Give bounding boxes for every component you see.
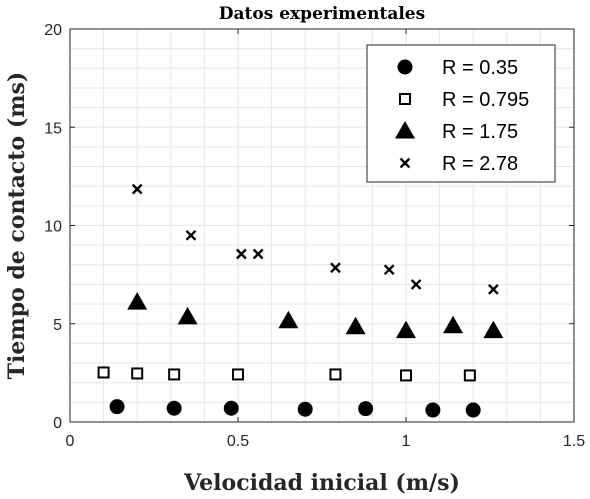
series-circle — [109, 399, 481, 418]
data-point-triangle — [127, 292, 148, 310]
data-point-square — [400, 369, 412, 382]
data-point-circle — [297, 401, 313, 417]
legend-marker-triangle — [395, 121, 415, 139]
data-point-square — [168, 368, 181, 381]
x-axis-ticks: 0 0.5 1 1.5 — [66, 29, 585, 450]
data-point-triangle — [177, 306, 198, 325]
legend-entry: R = 0.795 — [442, 89, 529, 111]
x-tick-label: 0.5 — [227, 433, 249, 450]
y-axis-label: Tiempo de contacto (ms) — [4, 72, 30, 380]
series-x — [131, 183, 499, 295]
data-marks — [97, 183, 504, 418]
y-tick-label: 10 — [44, 219, 62, 236]
data-point-square — [131, 367, 144, 380]
x-tick-label: 1.5 — [563, 433, 585, 450]
x-axis-label: Velocidad inicial (m/s) — [183, 470, 460, 496]
data-point-square — [97, 366, 110, 379]
data-point-circle — [465, 402, 481, 418]
data-point-x — [488, 284, 499, 295]
legend-entry: R = 1.75 — [442, 121, 518, 143]
data-point-x — [185, 229, 197, 241]
chart-title: Datos experimentales — [219, 4, 425, 24]
legend: R = 0.35 R = 0.795 R = 1.75 R = 2.78 — [366, 44, 556, 183]
series-square — [97, 366, 476, 382]
data-point-triangle — [345, 316, 366, 335]
data-point-triangle — [483, 320, 504, 339]
legend-marker-x — [399, 157, 411, 169]
data-point-triangle — [396, 320, 416, 339]
y-tick-label: 20 — [44, 22, 62, 39]
y-tick-label: 5 — [53, 317, 62, 334]
legend-entry: R = 0.35 — [442, 57, 518, 79]
y-tick-label: 15 — [44, 120, 62, 137]
data-point-x — [383, 264, 395, 276]
data-point-x — [330, 262, 341, 274]
y-tick-label: 0 — [53, 415, 62, 432]
data-point-square — [463, 369, 476, 382]
legend-entry: R = 2.78 — [442, 153, 518, 175]
data-point-circle — [109, 399, 125, 415]
data-point-triangle — [278, 310, 299, 329]
data-point-x — [252, 248, 264, 260]
legend-marker-square — [399, 93, 411, 105]
series-triangle — [127, 292, 504, 339]
x-tick-label: 1 — [402, 433, 411, 450]
data-point-circle — [223, 400, 239, 416]
data-point-triangle — [443, 315, 464, 334]
data-point-circle — [358, 401, 374, 417]
legend-marker-circle — [397, 59, 413, 75]
data-point-circle — [166, 400, 182, 416]
data-point-x — [236, 248, 247, 260]
data-point-x — [131, 183, 143, 195]
data-point-square — [329, 368, 342, 381]
data-point-square — [232, 368, 244, 381]
y-axis-ticks: 0 5 10 15 20 — [44, 22, 574, 432]
data-point-circle — [425, 402, 441, 418]
data-point-x — [410, 279, 422, 290]
x-tick-label: 0 — [66, 433, 75, 450]
